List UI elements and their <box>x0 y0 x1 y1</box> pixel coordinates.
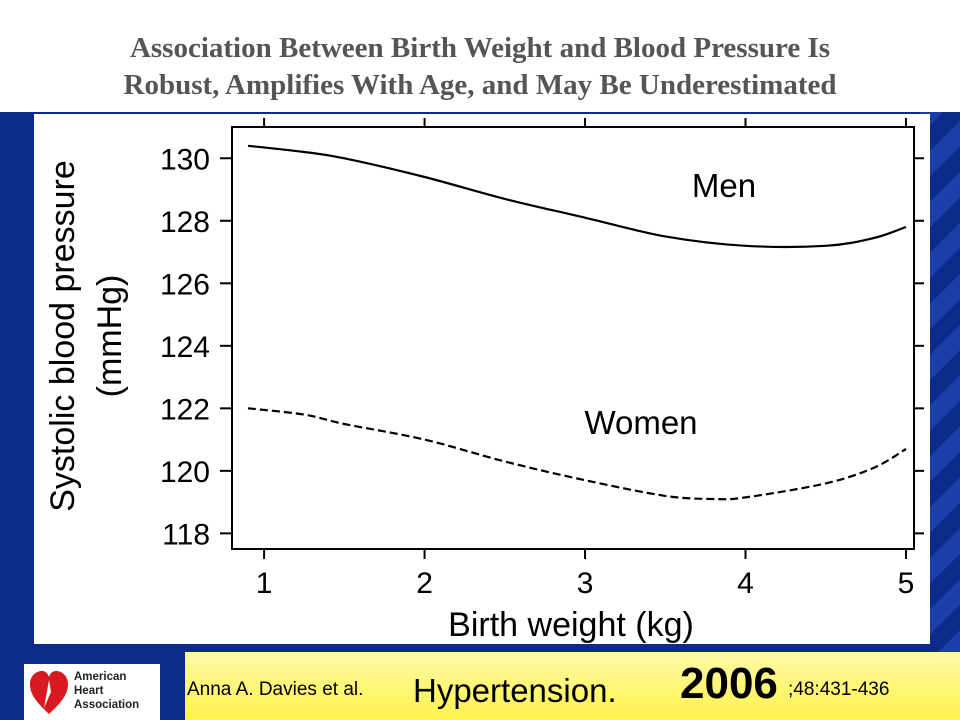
x-tick-label: 4 <box>737 567 754 600</box>
x-tick-label: 3 <box>577 567 594 600</box>
slide-title-line-2: Robust, Amplifies With Age, and May Be U… <box>123 69 837 101</box>
logo-text-line-3: Association <box>74 699 140 711</box>
aha-logo-text: American Heart Association <box>74 670 139 712</box>
y-axis-label-line-1: Systolic blood pressure <box>44 160 82 512</box>
heart-torch-icon <box>30 671 68 714</box>
x-tick-label: 5 <box>898 567 915 600</box>
logo-text-line-2: Heart <box>74 685 104 697</box>
series-lines <box>247 144 907 501</box>
citation-journal: Hypertension. <box>413 672 617 709</box>
chart-panel: 118 120 122 124 126 128 130 1 2 3 4 5 Men Women Bir… <box>34 114 930 644</box>
y-tick-label: 126 <box>160 268 210 301</box>
y-tick-label: 118 <box>162 518 210 551</box>
line-chart: 118 120 122 124 126 128 130 1 2 3 4 5 Men Women Bir… <box>44 118 924 644</box>
series-label-men: Men <box>692 167 756 204</box>
plot-frame <box>231 126 915 550</box>
series-line-men <box>247 144 907 248</box>
citation-year: 2006 <box>680 659 778 708</box>
y-tick-label: 120 <box>160 456 210 489</box>
y-tick-label: 130 <box>160 143 210 176</box>
series-line-women <box>247 407 907 501</box>
y-tick-label: 124 <box>160 331 210 364</box>
y-axis-label-line-2: (mmHg) <box>91 275 129 398</box>
x-axis-label: Birth weight (kg) <box>448 606 694 644</box>
x-tick-label: 2 <box>416 567 433 600</box>
slide-title-line-1: Association Between Birth Weight and Blo… <box>129 32 831 64</box>
citation-bar: Anna A. Davies et al. Hypertension. 2006… <box>185 652 960 720</box>
y-tick-label: 128 <box>160 206 210 239</box>
y-tick-label: 122 <box>160 393 210 426</box>
axis-ticks: 118 120 122 124 126 128 130 1 2 3 4 5 <box>160 118 924 600</box>
aha-logo: American Heart Association <box>24 664 160 720</box>
citation-authors: Anna A. Davies et al. <box>187 679 364 700</box>
logo-text-line-1: American <box>74 671 127 683</box>
series-label-women: Women <box>584 404 697 441</box>
slide-title-bar: Association Between Birth Weight and Blo… <box>0 0 960 112</box>
citation-volume-pages: ;48:431-436 <box>788 679 890 700</box>
x-tick-label: 1 <box>256 567 273 600</box>
